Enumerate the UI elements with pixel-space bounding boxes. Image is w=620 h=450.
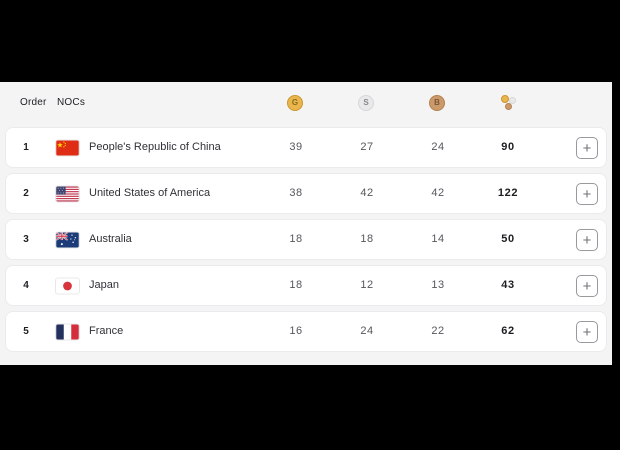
total-count: 43 [501, 279, 515, 291]
country-name: People's Republic of China [89, 141, 221, 153]
gold-count: 18 [289, 233, 303, 245]
mini-bronze-medal-icon [505, 103, 512, 110]
silver-count: 27 [360, 141, 374, 153]
country-name: Australia [89, 233, 132, 245]
bronze-medal-icon: B [429, 95, 445, 111]
bronze-count: 14 [431, 233, 445, 245]
country-flag-jp-icon [56, 278, 79, 293]
expand-row-button[interactable]: + [576, 137, 598, 159]
rank-number: 2 [23, 188, 29, 199]
silver-count: 12 [360, 279, 374, 291]
mini-silver-medal-icon [509, 97, 516, 104]
gold-medal-icon: G [287, 95, 303, 111]
rank-number: 1 [23, 142, 29, 153]
total-count: 50 [501, 233, 515, 245]
gold-count: 39 [289, 141, 303, 153]
silver-medal-letter: S [363, 98, 369, 107]
medal-table-header: Order NOCs G S B [0, 82, 612, 127]
total-medals-icon [501, 95, 517, 111]
country-name: United States of America [89, 187, 211, 199]
rank-number: 5 [23, 326, 29, 337]
bronze-count: 24 [431, 141, 445, 153]
plus-icon: + [582, 231, 592, 249]
bronze-count: 42 [431, 187, 445, 199]
medal-table-row[interactable]: 1 People's Republic of China 39 27 24 90… [5, 127, 607, 168]
medal-table-row[interactable]: 4 Japan 18 12 13 43 + [5, 265, 607, 306]
rank-number: 3 [23, 234, 29, 245]
silver-count: 24 [360, 325, 374, 337]
gold-medal-letter: G [291, 98, 299, 107]
total-count: 62 [501, 325, 515, 337]
rank-number: 4 [23, 280, 29, 291]
medal-table-row[interactable]: 2 United States of America 38 42 42 122 … [5, 173, 607, 214]
bronze-medal-letter: B [434, 98, 440, 107]
total-count: 122 [497, 187, 519, 199]
country-name: Japan [89, 279, 119, 291]
expand-row-button[interactable]: + [576, 229, 598, 251]
letterbox-bottom [0, 365, 620, 450]
bronze-count: 13 [431, 279, 445, 291]
plus-icon: + [582, 323, 592, 341]
nocs-column-header: NOCs [57, 97, 86, 108]
expand-row-button[interactable]: + [576, 275, 598, 297]
bronze-count: 22 [431, 325, 445, 337]
mini-gold-medal-icon [501, 95, 509, 103]
country-flag-fr-icon [56, 324, 79, 339]
gold-count: 38 [289, 187, 303, 199]
medal-table-row[interactable]: 3 Australia 18 18 14 50 + [5, 219, 607, 260]
medal-rows: 1 People's Republic of China 39 27 24 90… [5, 127, 607, 357]
plus-icon: + [582, 277, 592, 295]
medal-table-panel: Order NOCs G S B 1 People's Republic of … [0, 82, 612, 365]
order-column-header: Order [20, 97, 47, 108]
letterbox-top [0, 0, 620, 82]
expand-row-button[interactable]: + [576, 321, 598, 343]
gold-count: 18 [289, 279, 303, 291]
country-flag-us-icon [56, 186, 79, 201]
letterbox-right [612, 0, 620, 450]
medal-table-row[interactable]: 5 France 16 24 22 62 + [5, 311, 607, 352]
plus-icon: + [582, 185, 592, 203]
expand-row-button[interactable]: + [576, 183, 598, 205]
silver-count: 18 [360, 233, 374, 245]
country-flag-au-icon [56, 232, 79, 247]
country-name: France [89, 325, 124, 337]
total-count: 90 [501, 141, 515, 153]
silver-medal-icon: S [358, 95, 374, 111]
gold-count: 16 [289, 325, 303, 337]
silver-count: 42 [360, 187, 374, 199]
country-flag-cn-icon [56, 140, 79, 155]
plus-icon: + [582, 139, 592, 157]
